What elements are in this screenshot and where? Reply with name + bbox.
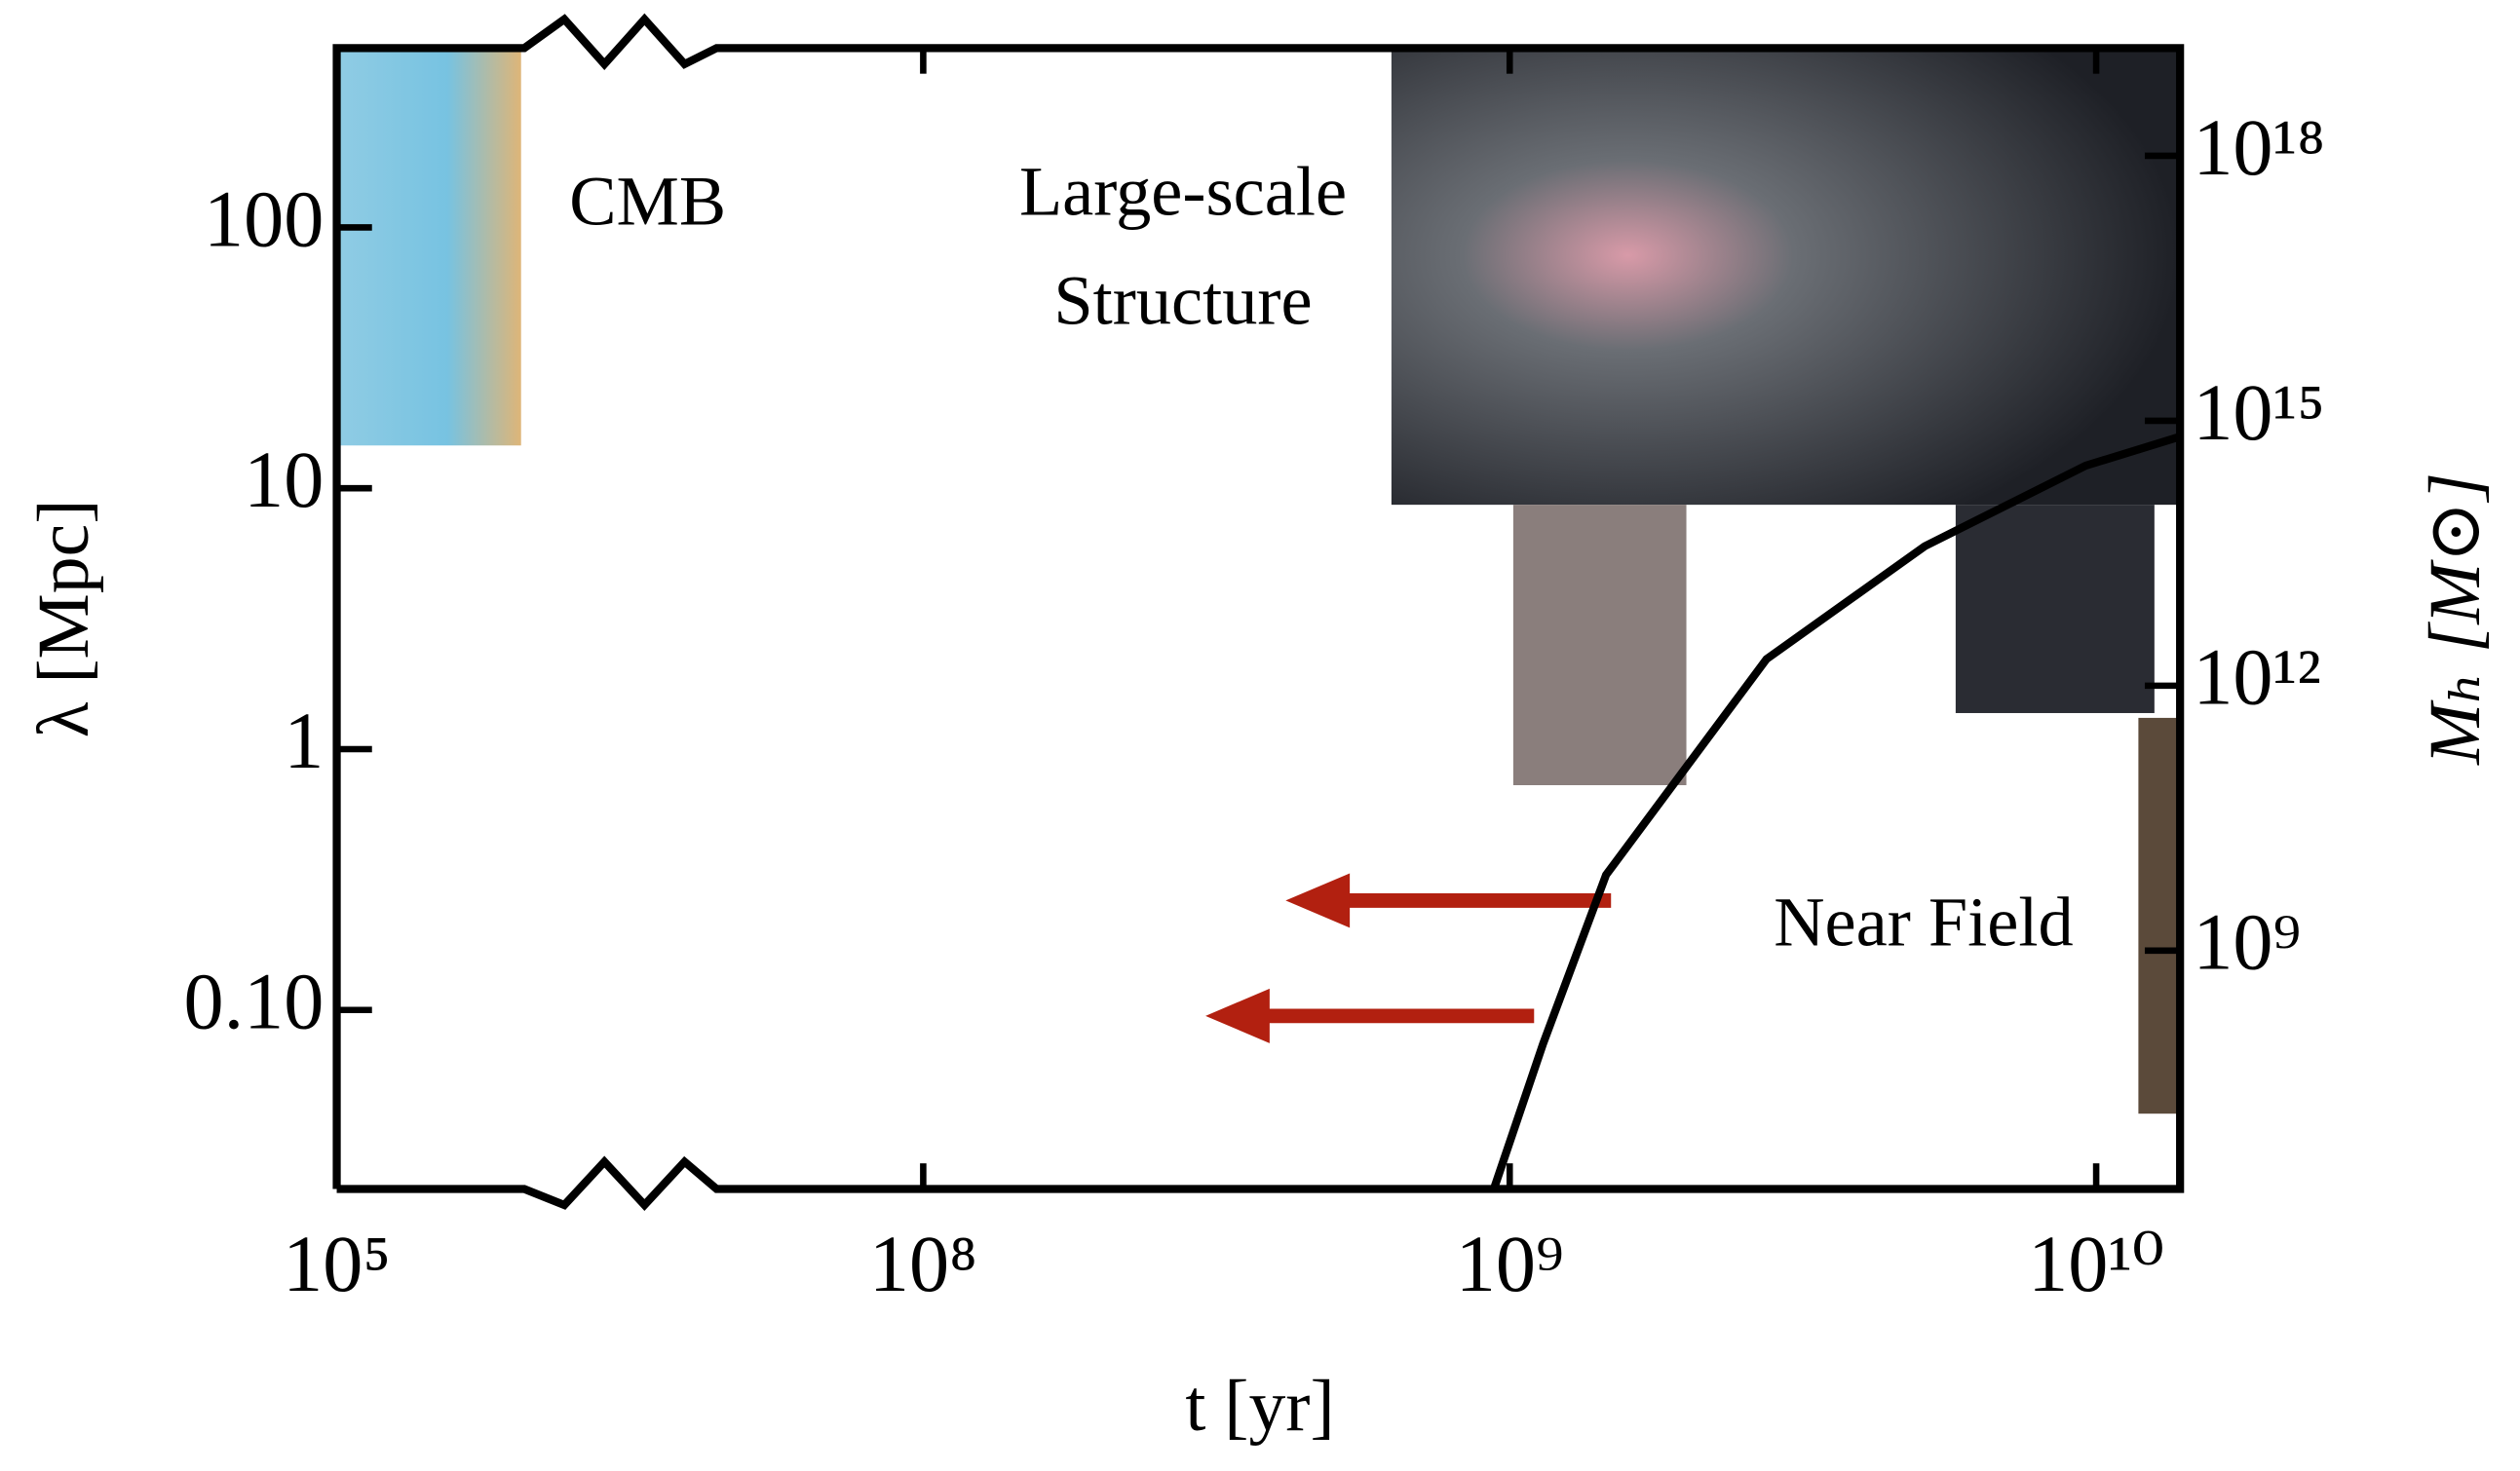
x-axis-label: t [yr] bbox=[1185, 1366, 1334, 1447]
y2-axis-label: Mₕ [M⊙] bbox=[2415, 472, 2496, 766]
x-tick-label: 10⁸ bbox=[869, 1220, 977, 1308]
annotation: Structure bbox=[1053, 261, 1312, 339]
x-tick-label: 10¹⁰ bbox=[2028, 1220, 2164, 1308]
annotation: CMB bbox=[569, 162, 726, 240]
arrows bbox=[1205, 873, 1612, 1043]
y2-tick-label: 10¹⁵ bbox=[2193, 368, 2325, 457]
mass-curve bbox=[1490, 433, 2182, 1190]
y-tick-label: 0.10 bbox=[183, 958, 324, 1046]
y-axis-label: λ [Mpc] bbox=[23, 500, 104, 738]
arrow-head bbox=[1285, 873, 1351, 928]
y-tick-label: 100 bbox=[204, 174, 324, 263]
arrow-head bbox=[1205, 988, 1270, 1043]
lss-image bbox=[1512, 505, 1687, 785]
x-tick-label: 10⁹ bbox=[1456, 1220, 1564, 1308]
y2-tick-label: 10¹² bbox=[2193, 633, 2321, 722]
y-tick-label: 1 bbox=[284, 697, 324, 785]
near-field-image bbox=[2138, 717, 2181, 1114]
images bbox=[336, 51, 2181, 1114]
lss-image bbox=[1955, 505, 2155, 713]
x-tick-label: 10⁵ bbox=[283, 1220, 391, 1308]
lss-image bbox=[1391, 51, 2181, 506]
y-tick-label: 10 bbox=[244, 435, 324, 524]
annotation: Large-scale bbox=[1019, 153, 1347, 231]
cmb-image bbox=[336, 51, 521, 446]
y2-tick-label: 10⁹ bbox=[2193, 898, 2301, 987]
annotation: Near Field bbox=[1774, 884, 2073, 962]
axes-frame bbox=[332, 13, 2185, 1212]
y2-tick-label: 10¹⁸ bbox=[2193, 103, 2325, 192]
